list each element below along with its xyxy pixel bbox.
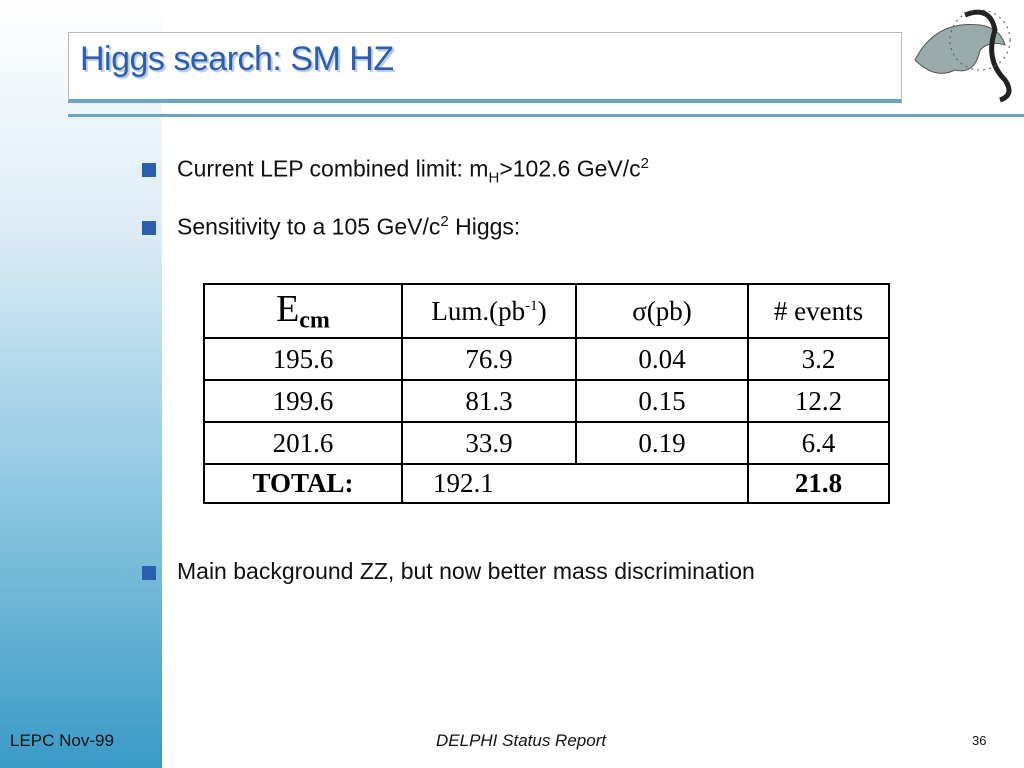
row: 195.6 76.9 0.04 3.2 xyxy=(203,337,890,381)
bullet-marker xyxy=(142,566,156,580)
header-cell: σ(pb) xyxy=(575,283,749,339)
row: 201.6 33.9 0.19 6.4 xyxy=(203,421,890,465)
footer-left: LEPC Nov-99 xyxy=(10,731,114,750)
cell: 0.04 xyxy=(575,337,749,381)
total-cell: 21.8 xyxy=(747,463,890,504)
bullet: Main background ZZ, but now better mass … xyxy=(177,558,755,585)
header-cell: Lum.(pb xyxy=(431,295,526,326)
superscript: 2 xyxy=(640,155,649,172)
subscript: cm xyxy=(299,307,330,334)
text: Current LEP combined limit: m xyxy=(177,155,489,182)
bullet-marker xyxy=(142,221,156,235)
superscript: -1 xyxy=(525,297,538,314)
text: Sensitivity to a 105 GeV/c xyxy=(177,213,441,240)
side-gradient xyxy=(0,0,162,768)
cell: 199.6 xyxy=(203,379,403,423)
footer-center: DELPHI Status Report xyxy=(436,731,607,750)
table: Ecm Lum.(pb-1) σ(pb) # events 195.6 76.9 0… xyxy=(203,283,890,504)
cell: 12.2 xyxy=(747,379,890,423)
text: >102.6 GeV/c xyxy=(499,155,641,182)
cell: 81.3 xyxy=(401,379,577,423)
text: Higgs: xyxy=(448,213,521,240)
bullet: Sensitivity to a 105 GeV/c2 Higgs: xyxy=(177,213,520,241)
total-cell: 192.1 xyxy=(401,463,749,504)
title-rule xyxy=(68,114,1024,117)
logo xyxy=(914,9,1012,103)
cell: 33.9 xyxy=(401,421,577,465)
title: Higgs search: SM HZ xyxy=(80,40,394,78)
text: Main background ZZ, but now better mass … xyxy=(177,558,755,584)
row: 199.6 81.3 0.15 12.2 xyxy=(203,379,890,423)
page-number: 36 xyxy=(972,733,987,748)
superscript: 2 xyxy=(440,213,449,230)
cell: 6.4 xyxy=(747,421,890,465)
text: ) xyxy=(537,295,547,326)
bullet: Current LEP combined limit: mH>102.6 GeV… xyxy=(177,155,649,186)
cell: 0.15 xyxy=(575,379,749,423)
cell: 76.9 xyxy=(401,337,577,381)
bullet-marker xyxy=(142,163,156,177)
title-box xyxy=(68,32,902,103)
header-cell: E xyxy=(276,288,300,331)
subscript: H xyxy=(488,169,500,187)
header-cell: # events xyxy=(747,283,890,339)
cell: 201.6 xyxy=(203,421,403,465)
cell: 195.6 xyxy=(203,337,403,381)
total-label: TOTAL: xyxy=(203,463,403,504)
cell: 0.19 xyxy=(575,421,749,465)
cell: 3.2 xyxy=(747,337,890,381)
